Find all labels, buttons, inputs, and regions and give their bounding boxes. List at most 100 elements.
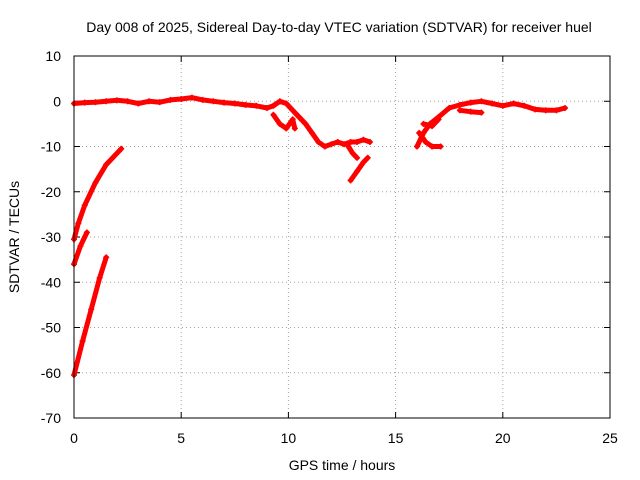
- data-point: [103, 254, 110, 261]
- data-point: [345, 143, 352, 150]
- data-point: [429, 123, 436, 130]
- data-point: [437, 143, 444, 150]
- data-point: [188, 94, 195, 101]
- data-point: [77, 243, 84, 250]
- data-point: [83, 229, 90, 236]
- data-point: [334, 138, 341, 145]
- data-point: [531, 106, 538, 113]
- y-axis-label: SDTVAR / TECUs: [6, 181, 22, 293]
- y-tick-label: -40: [41, 274, 61, 290]
- data-point: [321, 143, 328, 150]
- series-line: [71, 254, 109, 378]
- y-tick-label: -50: [41, 320, 61, 336]
- data-point: [360, 136, 367, 143]
- y-tick-label: -60: [41, 365, 61, 381]
- series-line: [416, 130, 444, 149]
- data-point: [446, 105, 453, 112]
- data-series: [71, 145, 125, 243]
- data-point: [360, 159, 367, 166]
- data-point: [561, 105, 568, 112]
- y-tick-label: -30: [41, 229, 61, 245]
- data-point: [347, 138, 354, 145]
- data-point: [253, 102, 260, 109]
- data-point: [231, 100, 238, 107]
- grid-lines: [74, 56, 610, 418]
- data-point: [199, 96, 206, 103]
- data-point: [96, 274, 103, 281]
- data-point: [146, 98, 153, 105]
- data-point: [542, 107, 549, 114]
- plot-frame: [73, 55, 611, 419]
- data-series: [345, 143, 361, 161]
- series-line: [71, 95, 373, 149]
- data-point: [456, 101, 463, 108]
- data-point: [118, 145, 125, 152]
- data-point: [347, 177, 354, 184]
- data-point: [478, 109, 485, 116]
- data-point: [221, 99, 228, 106]
- series-line: [270, 112, 298, 131]
- y-tick-label: 10: [45, 48, 61, 64]
- data-point: [79, 338, 86, 345]
- axes: 0 5 10 15 20 25 -70 -60 -50 -40 -30 -20 -10 0 10: [41, 48, 618, 446]
- x-tick-label: 15: [388, 430, 404, 446]
- data-point: [103, 98, 110, 105]
- data-point: [283, 100, 290, 107]
- data-point: [354, 154, 361, 161]
- y-tick-label: 0: [53, 93, 61, 109]
- data-series: [270, 111, 298, 132]
- data-point: [354, 168, 361, 175]
- data-point: [354, 138, 361, 145]
- data-point: [81, 202, 88, 209]
- data-point: [75, 220, 82, 227]
- data-point: [167, 96, 174, 103]
- data-point: [113, 97, 120, 104]
- data-point: [435, 116, 442, 123]
- data-point: [81, 99, 88, 106]
- data-point: [429, 143, 436, 150]
- data-point: [124, 98, 131, 105]
- data-point: [366, 138, 373, 145]
- data-point: [242, 101, 249, 108]
- data-point: [263, 105, 270, 112]
- data-point: [289, 116, 296, 123]
- data-point: [489, 100, 496, 107]
- data-point: [341, 141, 348, 148]
- data-point: [289, 107, 296, 114]
- data-point: [416, 129, 423, 136]
- data-point: [364, 154, 371, 161]
- data-point: [499, 102, 506, 109]
- data-point: [302, 120, 309, 127]
- x-tick-label: 5: [177, 430, 185, 446]
- data-point: [315, 138, 322, 145]
- data-point: [276, 98, 283, 105]
- data-point: [478, 98, 485, 105]
- y-tick-label: -20: [41, 184, 61, 200]
- data-point: [308, 129, 315, 136]
- data-point: [92, 99, 99, 106]
- data-point: [270, 111, 277, 118]
- data-point: [291, 125, 298, 132]
- x-tick-label: 20: [495, 430, 511, 446]
- data-point: [349, 150, 356, 157]
- data-point: [156, 99, 163, 106]
- series-line: [71, 146, 124, 242]
- data-series: [420, 116, 442, 130]
- data-point: [420, 120, 427, 127]
- data-point: [510, 100, 517, 107]
- y-tick-label: -10: [41, 139, 61, 155]
- data-point: [296, 114, 303, 121]
- data-point: [92, 179, 99, 186]
- data-point: [422, 138, 429, 145]
- data-traces: [71, 94, 568, 379]
- data-point: [328, 141, 335, 148]
- series-line: [348, 155, 371, 183]
- data-point: [467, 108, 474, 115]
- x-tick-label: 10: [281, 430, 297, 446]
- data-series: [456, 107, 485, 116]
- chart-title: Day 008 of 2025, Sidereal Day-to-day VTE…: [86, 19, 592, 35]
- data-series: [71, 254, 110, 379]
- data-point: [414, 143, 421, 150]
- data-point: [467, 99, 474, 106]
